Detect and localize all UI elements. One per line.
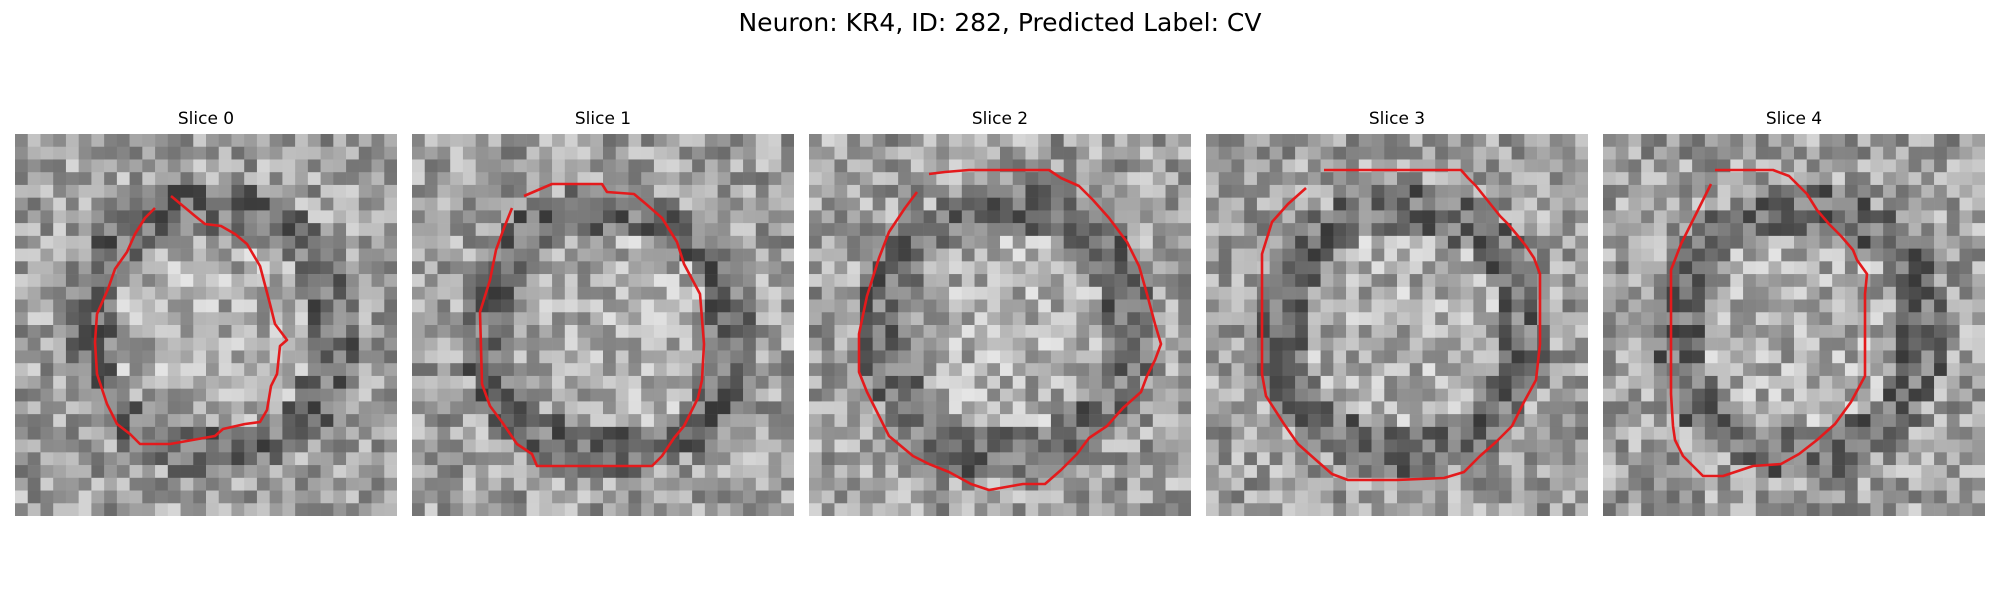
slice-title: Slice 3: [1368, 109, 1426, 129]
slice-panel-4: Slice 4: [1603, 108, 1985, 518]
figure-title: Neuron: KR4, ID: 282, Predicted Label: C…: [738, 8, 1262, 37]
slice-image: [1206, 134, 1588, 516]
pixel-grid: [15, 134, 397, 516]
pixel-grid: [809, 134, 1191, 516]
slice-title: Slice 4: [1765, 109, 1823, 129]
roi-contour: [93, 195, 289, 446]
pixel-grid: [412, 134, 794, 516]
slice-title: Slice 2: [971, 109, 1029, 129]
slice-title: Slice 0: [177, 109, 235, 129]
slice-panel-0: Slice 0: [15, 108, 397, 518]
pixel-grid: [1206, 134, 1588, 516]
roi-contour: [1669, 168, 1869, 478]
slice-image: [1603, 134, 1985, 516]
slice-panel-1: Slice 1: [412, 108, 794, 518]
slice-image: [412, 134, 794, 516]
pixel-grid: [1603, 134, 1985, 516]
roi-contour: [1260, 168, 1542, 482]
slice-panel-3: Slice 3: [1206, 108, 1588, 518]
slice-title: Slice 1: [574, 109, 632, 129]
slice-image: [809, 134, 1191, 516]
slice-image: [15, 134, 397, 516]
slice-panel-2: Slice 2: [809, 108, 1191, 518]
roi-contour: [857, 168, 1163, 492]
roi-contour: [478, 182, 706, 468]
